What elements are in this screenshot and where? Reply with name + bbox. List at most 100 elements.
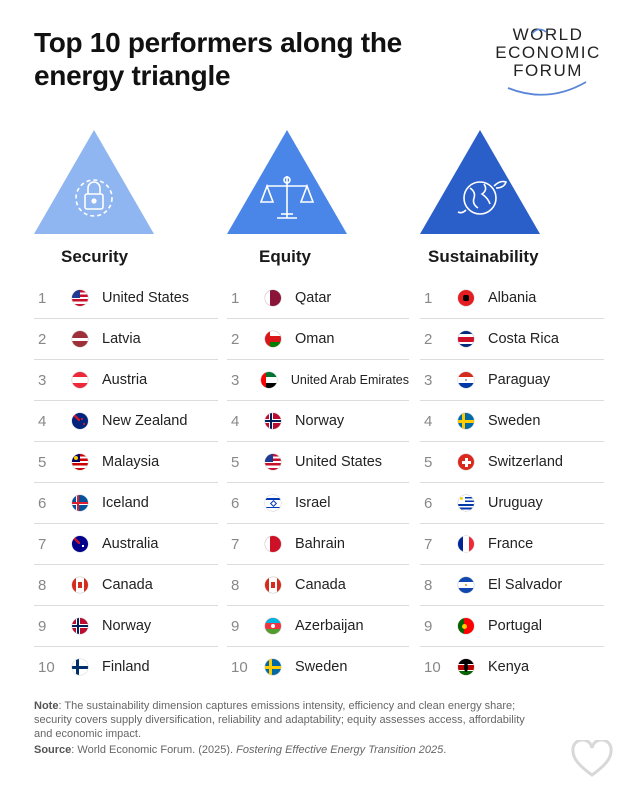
equity-list: 1 Qatar 2 Oman 3 United Arab Emirates 4 Norway 5… [227, 278, 409, 687]
source-title: Fostering Effective Energy Transition 20… [236, 744, 444, 756]
flag-no-icon [265, 413, 281, 429]
list-item: 9 Azerbaijan [227, 606, 409, 647]
country-name: Sweden [295, 659, 348, 675]
rank-number: 4 [38, 412, 47, 430]
rank-number: 6 [231, 494, 240, 512]
country-name: Albania [488, 290, 537, 306]
logo-line-2: ECONOMIC [495, 43, 601, 62]
flag-se-icon [458, 413, 474, 429]
sustainability-list: 1 Albania 2 Costa Rica 3 Paraguay 4 Sweden 5 Swit… [420, 278, 604, 687]
flag-bh-icon [265, 536, 281, 552]
list-item: 3 United Arab Emirates [227, 360, 409, 401]
country-name: Israel [295, 495, 331, 511]
flag-fr-icon [458, 536, 474, 552]
rank-number: 5 [424, 453, 433, 471]
rank-number: 3 [231, 371, 240, 389]
sustainability-column: Sustainability [420, 130, 610, 272]
rank-number: 4 [424, 412, 433, 430]
flag-ca-icon [265, 577, 281, 593]
list-item: 4 Sweden [420, 401, 604, 442]
country-name: Norway [102, 618, 152, 634]
list-item: 8 El Salvador [420, 565, 604, 606]
wef-logo: WORLD ECONOMIC FORUM [488, 26, 608, 96]
country-name: Canada [102, 577, 153, 593]
list-item: 5 United States [227, 442, 409, 483]
flag-is-icon [72, 495, 88, 511]
country-name: Costa Rica [488, 331, 559, 347]
flag-us-icon [265, 454, 281, 470]
heart-icon[interactable] [570, 738, 614, 780]
country-name: Azerbaijan [295, 618, 364, 634]
flag-us-icon [72, 290, 88, 306]
rank-number: 10 [231, 658, 248, 676]
flag-az-icon [265, 618, 281, 634]
rank-number: 6 [424, 494, 433, 512]
country-name: Switzerland [488, 454, 563, 470]
list-item: 9 Portugal [420, 606, 604, 647]
rank-number: 2 [424, 330, 433, 348]
source-text: : World Economic Forum. (2025). [71, 744, 237, 756]
footnote: Note: The sustainability dimension captu… [34, 699, 544, 741]
list-item: 6 Uruguay [420, 483, 604, 524]
equity-column: Equity [227, 130, 417, 272]
rank-number: 5 [38, 453, 47, 471]
flag-qa-icon [265, 290, 281, 306]
rank-number: 1 [424, 289, 433, 307]
flag-ca-icon [72, 577, 88, 593]
rank-number: 7 [38, 535, 47, 553]
list-item: 10 Kenya [420, 647, 604, 687]
equity-triangle [227, 130, 347, 234]
security-column: Security [34, 130, 224, 272]
country-name: United Arab Emirates [290, 373, 409, 387]
list-item: 2 Costa Rica [420, 319, 604, 360]
list-item: 5 Switzerland [420, 442, 604, 483]
sustainability-triangle [420, 130, 540, 234]
security-list: 1 United States 2 Latvia 3 Austria 4 New Zealan… [34, 278, 218, 687]
logo-line-1: WORLD [512, 25, 584, 44]
rank-number: 10 [424, 658, 441, 676]
flag-uy-icon [458, 495, 474, 511]
list-item: 9 Norway [34, 606, 218, 647]
scales-icon [259, 176, 315, 219]
rank-number: 5 [231, 453, 240, 471]
list-item: 8 Canada [34, 565, 218, 606]
list-item: 2 Latvia [34, 319, 218, 360]
country-name: New Zealand [102, 413, 188, 429]
country-name: Austria [102, 372, 148, 388]
flag-ke-icon [458, 659, 474, 675]
country-name: Sweden [488, 413, 541, 429]
list-item: 10 Finland [34, 647, 218, 687]
list-item: 4 Norway [227, 401, 409, 442]
flag-lv-icon [72, 331, 88, 347]
flag-se-icon [265, 659, 281, 675]
rank-number: 2 [38, 330, 47, 348]
flag-il-icon [265, 495, 281, 511]
list-item: 2 Oman [227, 319, 409, 360]
rank-number: 7 [424, 535, 433, 553]
country-name: Kenya [488, 659, 530, 675]
country-name: Bahrain [295, 536, 345, 552]
country-name: Canada [295, 577, 346, 593]
globe-leaf-icon [457, 180, 508, 215]
note-text: : The sustainability dimension captures … [34, 700, 525, 740]
country-name: Norway [295, 413, 345, 429]
country-name: United States [295, 454, 383, 470]
rank-number: 8 [424, 576, 433, 594]
source-end: . [443, 744, 447, 756]
flag-cr-icon [458, 331, 474, 347]
flag-no-icon [72, 618, 88, 634]
list-item: 3 Paraguay [420, 360, 604, 401]
list-item: 3 Austria [34, 360, 218, 401]
list-item: 7 Australia [34, 524, 218, 565]
country-name: France [488, 536, 534, 552]
flag-at-icon [72, 372, 88, 388]
country-name: Malaysia [102, 454, 160, 470]
lock-icon [75, 179, 113, 217]
rank-number: 9 [38, 617, 47, 635]
rank-number: 10 [38, 658, 55, 676]
list-item: 8 Canada [227, 565, 409, 606]
flag-ch-icon [458, 454, 474, 470]
country-name: Australia [102, 536, 159, 552]
list-item: 5 Malaysia [34, 442, 218, 483]
country-name: Oman [295, 331, 335, 347]
